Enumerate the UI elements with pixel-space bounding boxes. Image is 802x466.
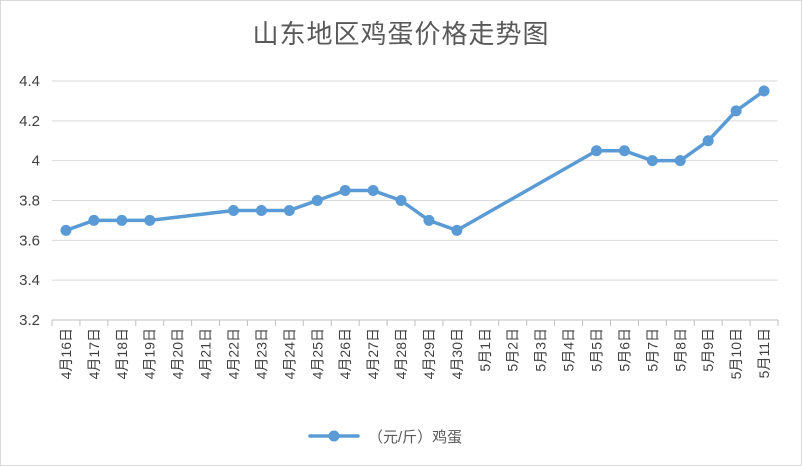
x-tick-label: 4月25日 xyxy=(309,328,325,379)
data-point xyxy=(255,204,267,216)
x-tick-label: 5月6日 xyxy=(616,328,632,372)
data-point xyxy=(60,224,72,236)
data-point xyxy=(339,185,351,197)
data-point xyxy=(283,204,295,216)
data-point xyxy=(730,105,742,117)
x-tick-label: 4月17日 xyxy=(86,328,102,379)
data-point xyxy=(674,155,686,167)
x-tick-label: 5月1日 xyxy=(477,328,493,372)
x-tick-label: 5月10日 xyxy=(728,328,744,379)
y-tick-label: 4.4 xyxy=(19,73,40,90)
data-point xyxy=(144,214,156,226)
x-tick-label: 4月20日 xyxy=(170,328,186,379)
data-point xyxy=(646,155,658,167)
y-tick-label: 4 xyxy=(32,153,40,170)
x-tick-label: 4月24日 xyxy=(281,328,297,379)
y-tick-label: 3.8 xyxy=(19,193,40,210)
x-tick-label: 4月27日 xyxy=(365,328,381,379)
x-tick-label: 5月3日 xyxy=(533,328,549,372)
chart-title: 山东地区鸡蛋价格走势图 xyxy=(252,20,550,50)
x-tick-label: 5月7日 xyxy=(644,328,660,372)
data-point xyxy=(451,224,463,236)
data-point xyxy=(88,214,100,226)
x-tick-label: 4月30日 xyxy=(449,328,465,379)
data-point xyxy=(423,214,435,226)
x-tick-label: 5月4日 xyxy=(561,328,577,372)
y-tick-label: 3.6 xyxy=(19,232,40,249)
x-tick-label: 4月29日 xyxy=(421,328,437,379)
y-tick-label: 4.2 xyxy=(19,113,40,130)
x-tick-label: 4月26日 xyxy=(337,328,353,379)
x-tick-label: 4月28日 xyxy=(393,328,409,379)
x-tick-label: 5月11日 xyxy=(756,328,772,378)
legend-label: （元/斤）鸡蛋 xyxy=(368,429,462,446)
x-tick-label: 5月5日 xyxy=(589,328,605,372)
data-point xyxy=(618,145,630,157)
x-tick-label: 5月2日 xyxy=(505,328,521,372)
x-tick-label: 4月19日 xyxy=(142,328,158,379)
x-tick-label: 4月21日 xyxy=(198,328,214,379)
data-point xyxy=(702,135,714,147)
x-tick-label: 5月9日 xyxy=(700,328,716,372)
x-tick-label: 4月18日 xyxy=(114,328,130,379)
data-point xyxy=(228,204,239,216)
data-point xyxy=(367,185,379,197)
data-point xyxy=(591,145,602,157)
y-tick-label: 3.4 xyxy=(19,272,40,289)
data-point xyxy=(758,85,770,97)
x-tick-label: 5月8日 xyxy=(672,328,688,372)
data-point xyxy=(311,195,323,206)
data-point xyxy=(395,195,407,206)
x-tick-label: 4月16日 xyxy=(58,328,74,379)
x-tick-label: 4月22日 xyxy=(226,328,242,379)
x-tick-label: 4月23日 xyxy=(253,328,269,379)
data-point xyxy=(116,214,128,226)
legend-marker xyxy=(328,430,340,442)
y-tick-label: 3.2 xyxy=(19,312,40,329)
